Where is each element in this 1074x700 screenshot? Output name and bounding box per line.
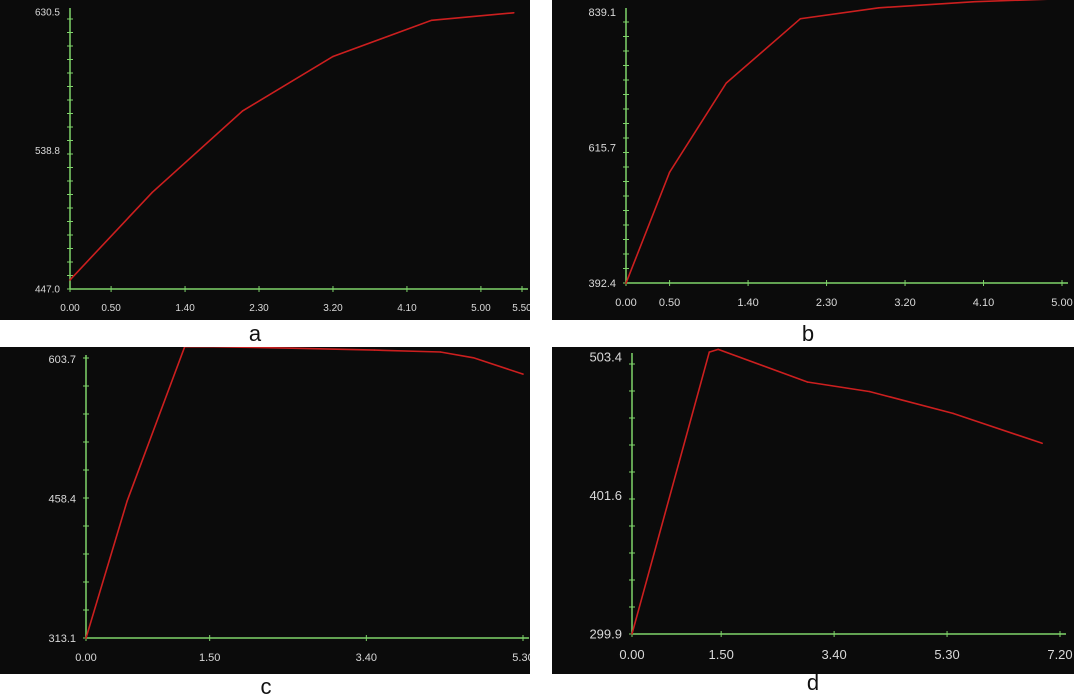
x-tick-label-c: 3.40 — [356, 652, 377, 664]
caption-c: c — [260, 674, 272, 699]
y-tick-label-b: 839.1 — [588, 7, 616, 19]
y-tick-label-a: 447.0 — [35, 285, 60, 296]
series-line-a — [69, 12, 514, 281]
x-tick-label-a: 5.00 — [471, 303, 491, 314]
data-point-b — [725, 82, 728, 84]
data-point-a — [332, 55, 334, 58]
y-tick-label-d: 401.6 — [589, 488, 622, 503]
data-point-d — [806, 381, 809, 383]
y-tick-label-a: 630.5 — [35, 8, 60, 19]
x-tick-label-d: 5.30 — [934, 647, 959, 662]
series-line-d — [631, 348, 1043, 635]
caption-b: b — [801, 321, 815, 346]
data-point-d — [708, 351, 711, 353]
caption-d: d — [806, 670, 820, 695]
data-point-d — [952, 412, 954, 415]
data-point-a — [512, 11, 515, 14]
data-point-b — [625, 282, 627, 285]
x-tick-label-b: 5.00 — [1051, 297, 1072, 309]
x-tick-label-b: 0.50 — [659, 297, 680, 309]
x-tick-label-a: 3.20 — [323, 303, 343, 314]
data-point-a — [69, 279, 71, 281]
chart-panel-b: 392.4 615.7 839.1 0.00 0.50 1.40 2.30 3.20 4.10 5… — [552, 0, 1074, 320]
data-point-c — [85, 637, 87, 639]
x-tick-label-a: 1.40 — [175, 303, 195, 314]
x-tick-label-a: 0.00 — [60, 303, 80, 314]
data-point-d — [868, 390, 871, 393]
data-point-b — [799, 17, 802, 20]
y-tick-label-b: 392.4 — [588, 278, 616, 290]
y-tick-label-d: 299.9 — [589, 627, 622, 642]
x-tick-label-a: 0.50 — [101, 303, 121, 314]
y-tick-label-b: 615.7 — [588, 142, 616, 154]
x-tick-label-d: 7.20 — [1047, 647, 1072, 662]
chart-svg-b: 392.4 615.7 839.1 0.00 0.50 1.40 2.30 3.20 4.10 5… — [588, 0, 1073, 309]
data-point-c — [522, 373, 524, 375]
y-tick-label-a: 538.8 — [35, 146, 60, 157]
data-point-a — [151, 191, 153, 194]
chart-svg-a: 447.0 538.8 630.5 0.00 0.50 1.40 2.30 3.20 4.10 5… — [35, 8, 530, 315]
series-line-c — [85, 347, 524, 639]
x-tick-label-b: 3.20 — [894, 297, 915, 309]
data-point-c — [472, 356, 475, 359]
data-point-c — [291, 347, 293, 349]
data-point-b — [878, 7, 880, 9]
data-point-d — [717, 348, 719, 351]
chart-panel-c: 313.1 458.4 603.7 0.00 1.50 3.40 5.30 — [0, 347, 530, 674]
chart-svg-d: 299.9 401.6 503.4 0.00 1.50 3.40 5.30 7.20 — [589, 348, 1073, 662]
y-tick-label-c: 458.4 — [48, 493, 76, 505]
x-tick-label-a: 4.10 — [397, 303, 417, 314]
x-tick-label-c: 1.50 — [199, 652, 220, 664]
series-line-b — [625, 0, 1048, 284]
x-tick-label-b: 4.10 — [973, 297, 994, 309]
x-tick-label-b: 0.00 — [615, 297, 636, 309]
data-point-d — [1041, 442, 1043, 445]
x-tick-label-b: 1.40 — [737, 297, 758, 309]
data-point-b — [974, 0, 976, 3]
x-tick-label-c: 0.00 — [75, 652, 96, 664]
caption-a: a — [248, 321, 262, 346]
chart-panel-d: 299.9 401.6 503.4 0.00 1.50 3.40 5.30 7.20 — [552, 347, 1074, 674]
data-point-b — [668, 171, 671, 174]
x-tick-label-c: 5.30 — [512, 652, 530, 664]
chart-panel-a: 447.0 538.8 630.5 0.00 0.50 1.40 2.30 3.20 4.10 5… — [0, 0, 530, 320]
data-point-c — [439, 351, 442, 353]
x-tick-label-a: 5.50 — [512, 303, 530, 314]
data-point-c — [373, 349, 376, 351]
data-point-a — [430, 19, 433, 22]
data-point-c — [126, 500, 129, 502]
chart-svg-c: 313.1 458.4 603.7 0.00 1.50 3.40 5.30 — [48, 347, 530, 664]
y-tick-label-c: 313.1 — [48, 633, 76, 645]
x-tick-label-a: 2.30 — [249, 303, 269, 314]
x-tick-label-d: 0.00 — [619, 647, 644, 662]
y-tick-label-c: 603.7 — [48, 354, 76, 366]
data-point-a — [241, 110, 244, 112]
data-point-d — [631, 633, 633, 635]
x-tick-label-d: 3.40 — [821, 647, 846, 662]
x-tick-label-b: 2.30 — [816, 297, 837, 309]
y-tick-label-d: 503.4 — [589, 350, 622, 365]
x-tick-label-d: 1.50 — [709, 647, 734, 662]
